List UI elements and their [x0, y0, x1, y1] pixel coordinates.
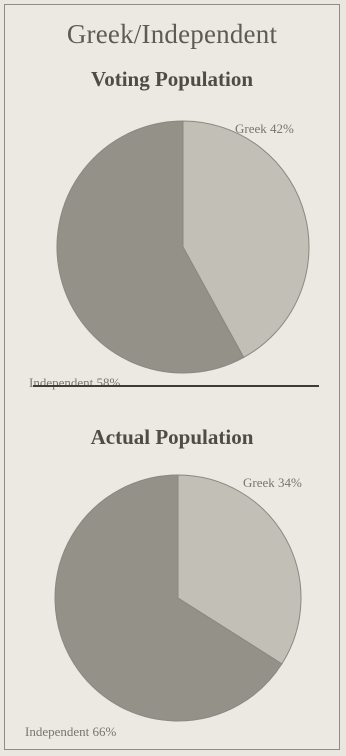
slice-label-independent-actual: Independent 66% [25, 724, 117, 739]
pie-chart-voting [56, 120, 310, 374]
pie-slice-independent [56, 120, 245, 374]
chart-title-voting: Voting Population [90, 67, 254, 91]
slice-label-greek-voting: Greek 42% [235, 121, 294, 136]
chart-panel: Greek/Independent Voting Population Gree… [4, 4, 340, 750]
pie-slice-greek [182, 120, 310, 359]
slice-label-independent-voting: Independent 58% [29, 375, 121, 390]
pie-slice-independent [54, 474, 283, 722]
pie-chart-actual [54, 474, 302, 722]
pie-slice-greek [177, 474, 302, 665]
slice-label-greek-actual: Greek 34% [243, 475, 302, 490]
page-title: Greek/Independent [66, 19, 278, 49]
section-divider [33, 385, 319, 387]
chart-title-actual: Actual Population [90, 425, 254, 449]
